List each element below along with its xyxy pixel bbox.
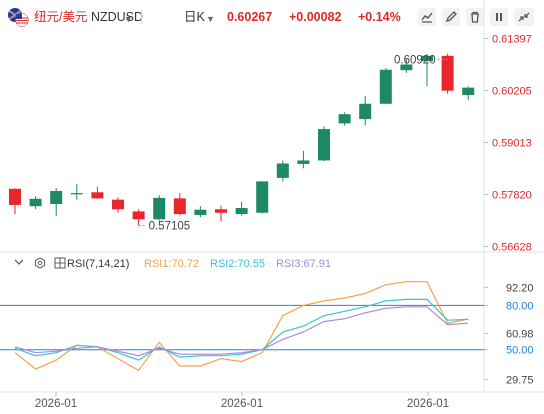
candle — [441, 53, 454, 94]
candle — [359, 95, 372, 126]
candle-body — [91, 192, 104, 199]
time-tick-label: 2026-01 — [221, 398, 263, 410]
price-tick-label: 0.59013 — [492, 137, 532, 149]
price-tick-label: 0.57820 — [492, 189, 532, 201]
pencil-icon[interactable] — [442, 8, 460, 26]
candle-body — [29, 198, 42, 207]
candle-body — [153, 197, 166, 220]
candle — [112, 197, 124, 213]
candle-body — [50, 190, 63, 205]
chart-header: 纽元/美元 NZDUSD ▼ 日K ▼ 0.60267 +0.00082 +0.… — [0, 0, 544, 34]
rsi1-value: RSI1:70.72 — [144, 258, 200, 270]
candle-body — [338, 114, 351, 124]
header-divider — [141, 10, 142, 24]
rsi-series-line — [14, 281, 469, 372]
candle — [462, 86, 475, 101]
candle — [256, 181, 269, 214]
trash-icon[interactable] — [466, 8, 484, 26]
price-tick-label: 0.60205 — [492, 85, 532, 97]
symbol-selector[interactable]: 纽元/美元 NZDUSD — [34, 9, 143, 25]
candle-body — [400, 64, 413, 71]
candle — [235, 201, 248, 216]
candle-body — [441, 55, 454, 91]
candle — [421, 54, 433, 87]
last-price: 0.60267 — [227, 10, 273, 24]
indicator-grid-icon[interactable] — [54, 257, 66, 272]
rsi-tick-label: 80.00 — [506, 300, 534, 312]
candle-body — [297, 160, 310, 164]
candle — [400, 59, 413, 73]
candle — [9, 188, 21, 215]
period-selector[interactable]: 日K — [184, 10, 205, 24]
time-tick-label: 2026-01 — [407, 398, 449, 410]
rsi-tick-label: 29.75 — [506, 375, 534, 387]
symbol-cn-label: 纽元/美元 — [34, 10, 88, 24]
candle-body — [112, 199, 124, 210]
candle — [194, 206, 207, 218]
candle-body — [9, 188, 21, 205]
rsi3-value: RSI3:67.91 — [276, 258, 332, 270]
candle-body — [132, 211, 145, 220]
candle — [318, 126, 330, 162]
candle-body — [194, 209, 207, 215]
candle — [215, 205, 227, 222]
rsi-header: RSI(7,14,21) RSI1:70.72 RSI2:70.55 RSI3:… — [0, 256, 544, 274]
pause-icon[interactable] — [490, 8, 508, 26]
candle — [297, 150, 310, 169]
candle-body — [359, 103, 372, 120]
price-tick-label: 0.61397 — [492, 33, 532, 45]
candle-body — [276, 163, 289, 178]
nzd-usd-flag-icon — [8, 8, 29, 27]
rsi-label: RSI(7,14,21) — [67, 258, 130, 270]
rsi-series-line — [14, 298, 469, 361]
time-tick-label: 2026-01 — [35, 398, 77, 410]
candle — [50, 187, 63, 216]
candle — [276, 160, 289, 182]
collapse-panel-icon[interactable] — [14, 257, 24, 270]
candle — [153, 195, 166, 221]
candle — [91, 186, 104, 199]
candle-body — [256, 181, 269, 213]
candle-body — [379, 69, 392, 104]
candle — [338, 112, 351, 126]
rsi-tick-label: 50.00 — [506, 345, 534, 357]
rsi-series-line — [14, 306, 469, 357]
high-annotation-label: 0.60920 — [394, 54, 436, 66]
candle-body — [70, 193, 83, 195]
candle — [29, 196, 42, 210]
candle-body — [318, 129, 330, 161]
low-annotation-label: 0.57105 — [149, 221, 191, 233]
candle-body — [173, 198, 186, 215]
symbol-dropdown-icon[interactable]: ▼ — [124, 14, 133, 24]
candle — [70, 183, 83, 200]
candle — [379, 68, 392, 104]
price-change-percent: +0.14% — [358, 10, 401, 24]
candle-body — [215, 209, 227, 213]
symbol-code-label: NZDUSD — [90, 10, 144, 24]
candle-body — [235, 207, 248, 215]
candle-body — [421, 55, 433, 62]
candle — [173, 193, 186, 216]
price-change: +0.00082 — [289, 10, 342, 24]
rsi-tick-label: 60.98 — [506, 328, 534, 340]
rsi-tick-label: 92.20 — [506, 282, 534, 294]
period-dropdown-icon[interactable]: ▼ — [206, 14, 215, 24]
candle — [132, 209, 145, 226]
settings-icon[interactable] — [34, 257, 46, 272]
candle-body — [462, 87, 475, 96]
collapse-icon[interactable] — [514, 8, 534, 26]
rsi2-value: RSI2:70.55 — [210, 258, 266, 270]
area-chart-icon[interactable] — [418, 8, 436, 26]
price-tick-label: 0.56628 — [492, 241, 532, 253]
